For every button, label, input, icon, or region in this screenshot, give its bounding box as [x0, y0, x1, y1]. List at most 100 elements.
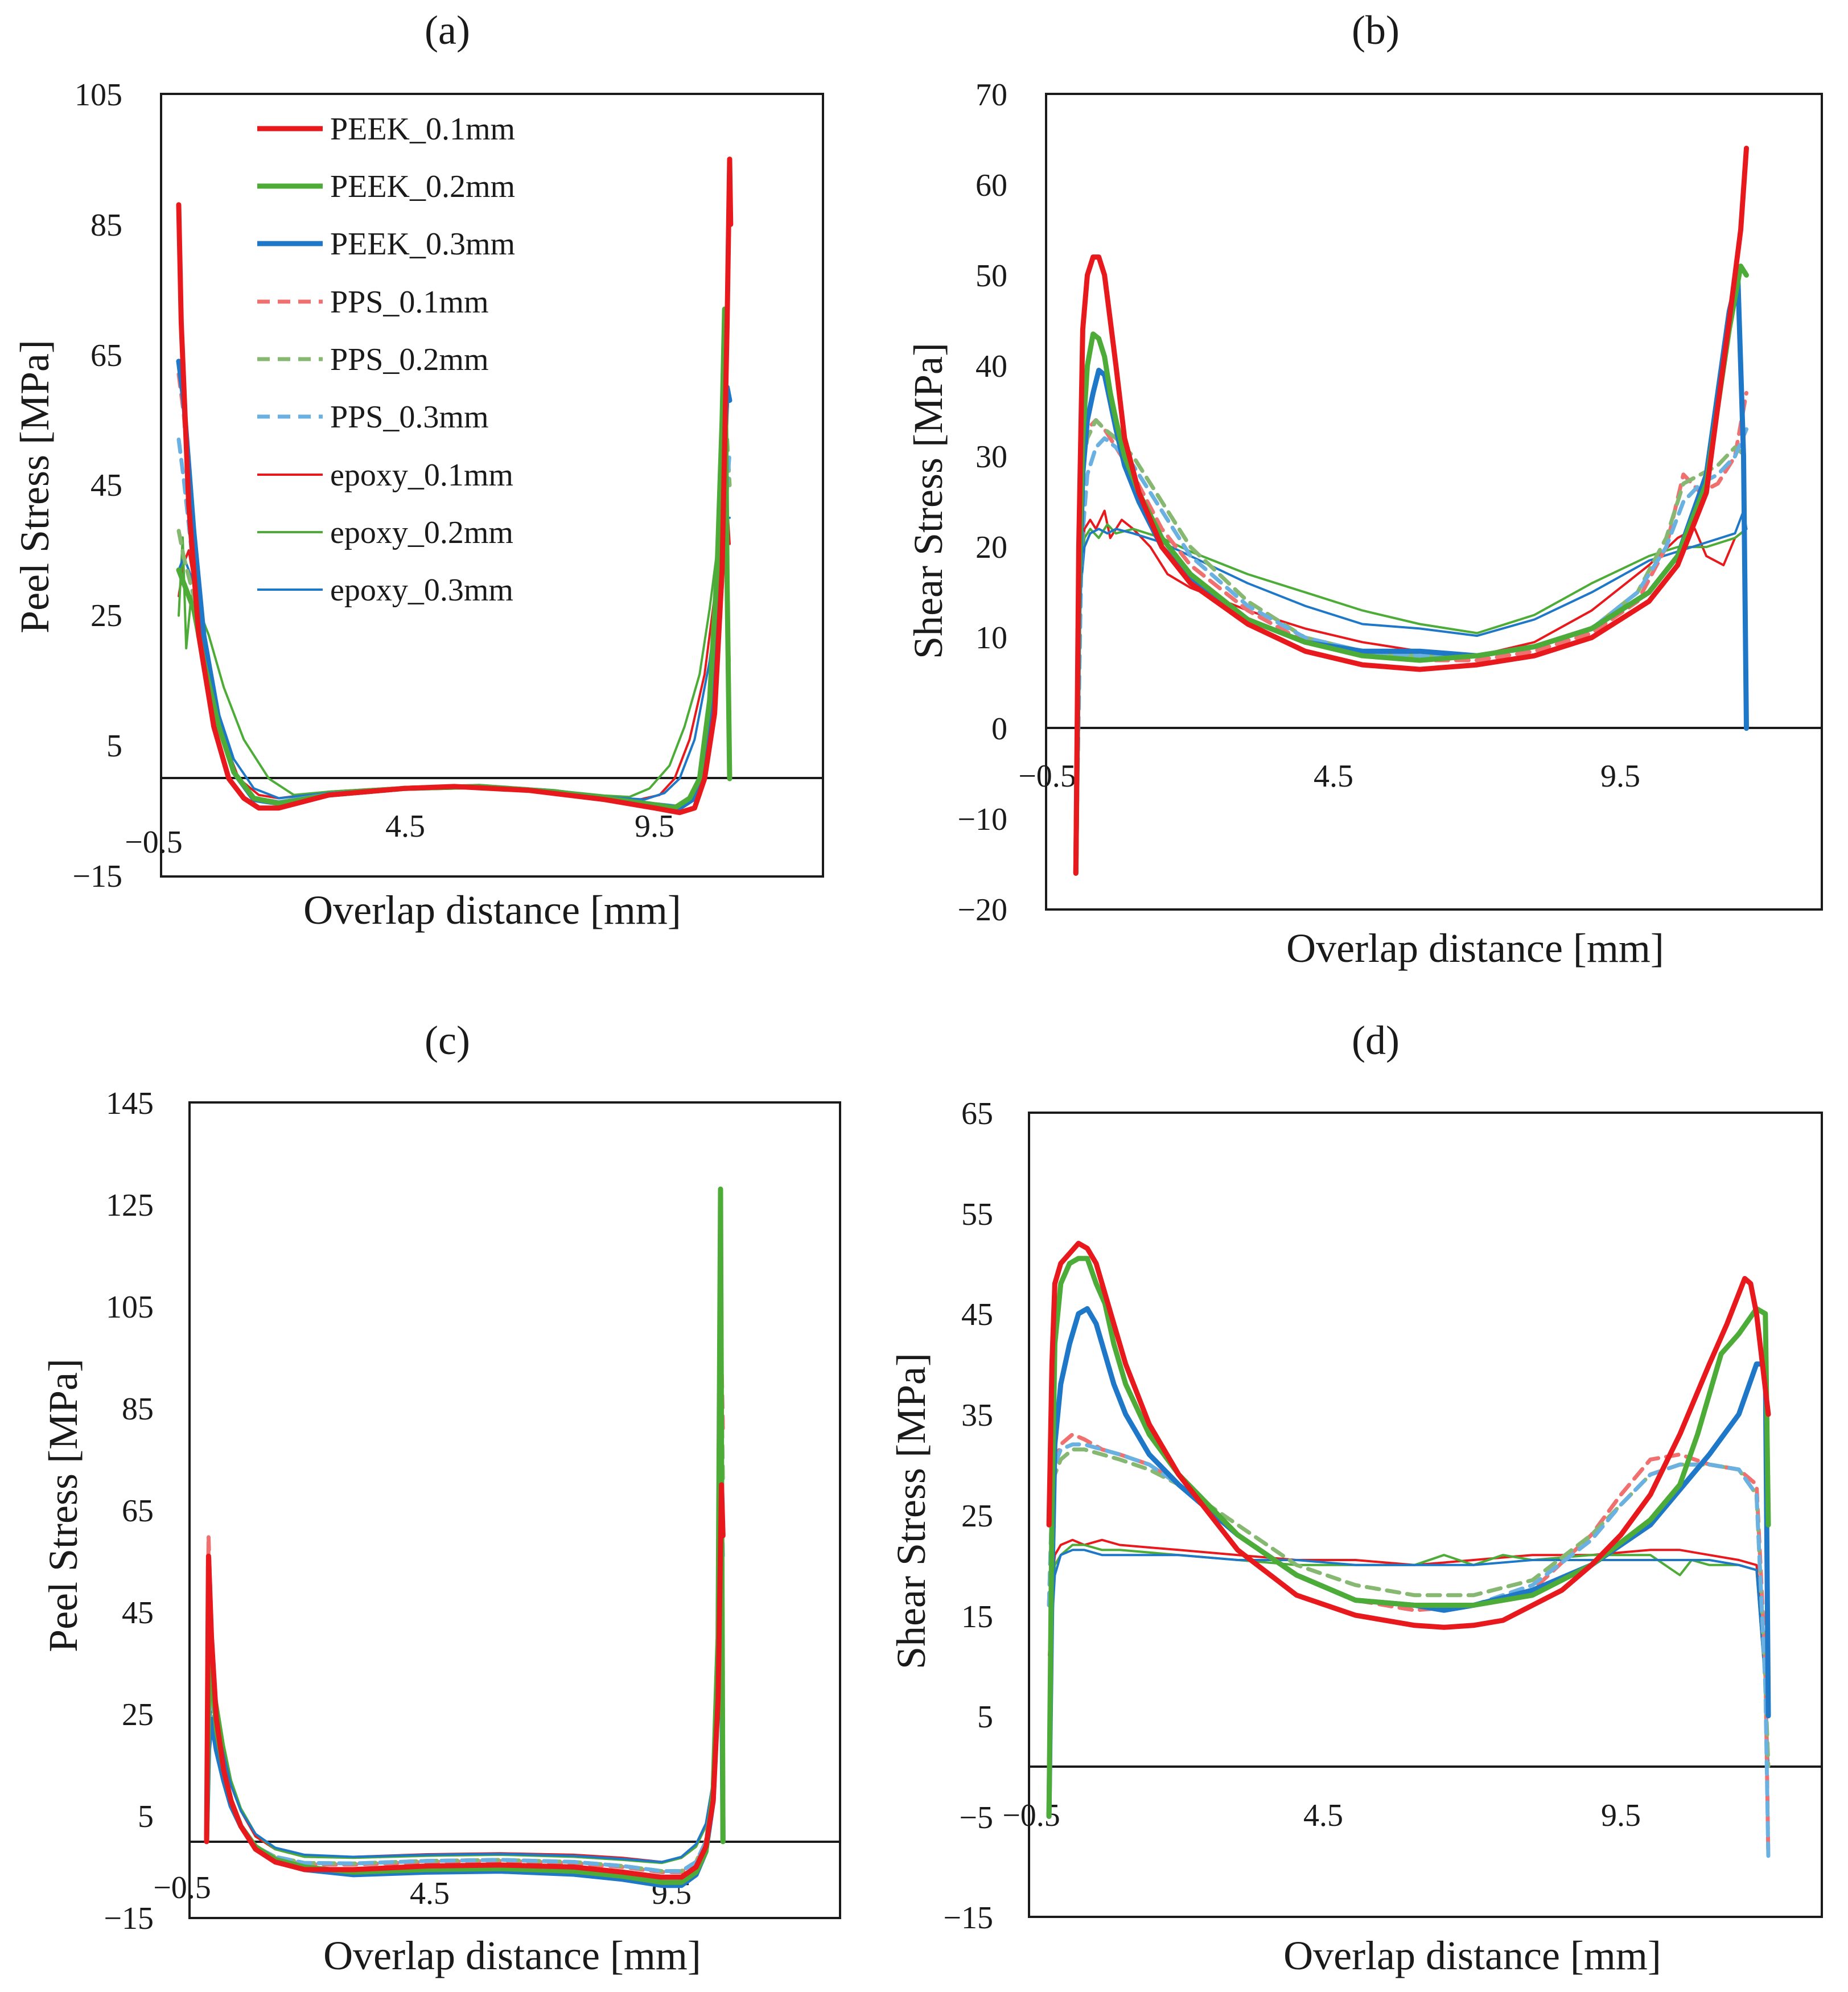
y-tick-label: 35: [961, 1398, 993, 1433]
panel-c-series: [204, 1186, 726, 1888]
y-tick-label: −15: [72, 859, 122, 894]
panel-a-x-axis-title: Overlap distance [mm]: [303, 887, 681, 933]
y-tick-label: −10: [957, 802, 1007, 837]
series-line-pps-0-1mm: [1073, 390, 1748, 875]
y-tick-label: −20: [957, 892, 1007, 928]
legend-label: PEEK_0.2mm: [330, 169, 515, 204]
series-line-peek-0-2mm: [204, 1186, 726, 1885]
x-tick-label: −0.5: [1018, 759, 1076, 794]
series-line-peek-0-1mm: [1046, 1241, 1771, 1630]
series-line-peek-0-1mm: [176, 157, 734, 816]
y-tick-label: 125: [106, 1188, 154, 1223]
y-tick-label: 55: [961, 1197, 993, 1232]
panel-a-plot-frame: [160, 93, 824, 878]
panel-a-series: [176, 157, 734, 816]
series-line-pps-0-1mm: [204, 1355, 725, 1874]
legend-label: PPS_0.2mm: [330, 342, 489, 377]
series-line-peek-0-3mm: [204, 1610, 726, 1888]
x-tick-label: 4.5: [385, 809, 425, 844]
x-tick-label: 4.5: [1314, 759, 1353, 794]
panel-a-y-axis-title: Peel Stress [MPa]: [12, 340, 57, 633]
panel-b-y-axis-title: Shear Stress [MPa]: [906, 343, 951, 659]
panel-b: (b) 70 60 50 40 30 20 10 0 −10 −20 −0.5 …: [906, 7, 1823, 971]
y-tick-label: 50: [976, 258, 1007, 294]
y-tick-label: 85: [122, 1392, 154, 1427]
y-tick-label: 60: [976, 168, 1007, 203]
series-line-pps-0-3mm: [204, 1483, 725, 1874]
series-line-epoxy-0-1mm: [1048, 1538, 1769, 1768]
legend: PEEK_0.1mm PEEK_0.2mm PEEK_0.3mm PPS_0.1…: [257, 112, 515, 608]
panel-d-y-ticks: 65 55 45 35 25 15 5 −5 −15: [943, 1096, 993, 1936]
y-tick-label: 45: [961, 1297, 993, 1332]
y-tick-label: 85: [90, 208, 122, 243]
series-line-epoxy-0-2mm: [178, 516, 731, 799]
y-tick-label: 40: [976, 349, 1007, 384]
panel-d-series: [1046, 1241, 1771, 1859]
panel-d-x-axis-title: Overlap distance [mm]: [1283, 1933, 1661, 1978]
legend-label: PPS_0.1mm: [330, 285, 489, 320]
panel-b-y-ticks: 70 60 50 40 30 20 10 0 −10 −20: [957, 77, 1007, 928]
y-tick-label: 45: [90, 468, 122, 503]
x-tick-label: 9.5: [1601, 1798, 1641, 1833]
panel-c-plot-frame: [188, 1101, 841, 1919]
y-tick-label: 145: [106, 1086, 154, 1121]
y-tick-label: 5: [106, 729, 122, 764]
y-tick-label: 25: [90, 598, 122, 633]
panel-c-x-axis-title: Overlap distance [mm]: [323, 1933, 701, 1978]
y-tick-label: 25: [122, 1697, 154, 1732]
panel-d-plot-frame: [1028, 1112, 1823, 1918]
y-tick-label: 105: [106, 1290, 154, 1325]
y-tick-label: 65: [961, 1096, 993, 1131]
y-tick-label: −5: [959, 1800, 993, 1835]
panel-d-label: (d): [1352, 1018, 1400, 1063]
x-tick-label: 9.5: [635, 809, 674, 844]
panel-b-x-ticks: −0.5 4.5 9.5: [1018, 759, 1640, 794]
panel-c-y-axis-title: Peel Stress [MPa]: [40, 1359, 86, 1652]
x-tick-label: 9.5: [1600, 759, 1640, 794]
series-line-epoxy-0-1mm: [205, 1534, 725, 1863]
series-line-peek-0-1mm: [204, 1482, 726, 1880]
legend-label: PEEK_0.3mm: [330, 227, 515, 262]
series-line-pps-0-2mm: [204, 1381, 725, 1874]
series-line-peek-0-2mm: [1046, 1256, 1771, 1819]
y-tick-label: 65: [122, 1493, 154, 1529]
series-line-pps-0-1mm: [1047, 1432, 1771, 1859]
series-line-epoxy-0-3mm: [205, 1585, 725, 1863]
panel-a-label: (a): [425, 7, 470, 53]
legend-label: PEEK_0.1mm: [330, 112, 515, 147]
y-tick-label: 45: [122, 1595, 154, 1631]
panel-a-y-ticks: 105 85 65 45 25 5 −15: [72, 77, 122, 894]
panel-c-label: (c): [425, 1018, 470, 1063]
series-line-peek-0-2mm: [176, 306, 732, 811]
y-tick-label: 20: [976, 530, 1007, 565]
y-tick-label: 25: [961, 1499, 993, 1534]
series-line-peek-0-1mm: [1073, 146, 1749, 876]
x-tick-label: 4.5: [1303, 1798, 1343, 1833]
panel-b-label: (b): [1352, 7, 1400, 53]
panel-a-x-ticks: −0.5 4.5 9.5: [125, 809, 674, 860]
x-tick-label: 4.5: [410, 1876, 450, 1911]
legend-label: PPS_0.3mm: [330, 400, 489, 435]
panel-d: (d) 65 55 45 35 25 15 5 −5 −15 −0.5 4.5 …: [888, 1018, 1823, 1978]
panel-c-y-ticks: 145 125 105 85 65 45 25 5 −15: [104, 1086, 154, 1936]
y-tick-label: 15: [961, 1599, 993, 1635]
legend-label: epoxy_0.2mm: [330, 515, 513, 550]
y-tick-label: 5: [138, 1799, 154, 1834]
y-tick-label: −15: [104, 1901, 154, 1936]
legend-label: epoxy_0.1mm: [330, 458, 513, 493]
y-tick-label: 105: [75, 77, 122, 113]
panel-a: (a) 105 85 65 45 25 5 −15 −0.5 4.5 9.5 O…: [12, 7, 824, 933]
y-tick-label: 10: [976, 620, 1007, 656]
panel-d-y-axis-title: Shear Stress [MPa]: [888, 1353, 934, 1669]
series-line-epoxy-0-2mm: [1048, 1544, 1769, 1818]
series-line-pps-0-2mm: [176, 437, 732, 809]
panel-c: (c) 145 125 105 85 65 45 25 5 −15 −0.5 4…: [40, 1018, 841, 1978]
y-tick-label: 30: [976, 439, 1007, 475]
y-tick-label: 0: [991, 711, 1007, 747]
series-line-epoxy-0-3mm: [1075, 509, 1748, 875]
series-line-epoxy-0-3mm: [1048, 1549, 1769, 1818]
y-tick-label: 70: [976, 77, 1007, 113]
series-line-pps-0-3mm: [176, 437, 732, 809]
panel-b-series: [1073, 146, 1749, 876]
